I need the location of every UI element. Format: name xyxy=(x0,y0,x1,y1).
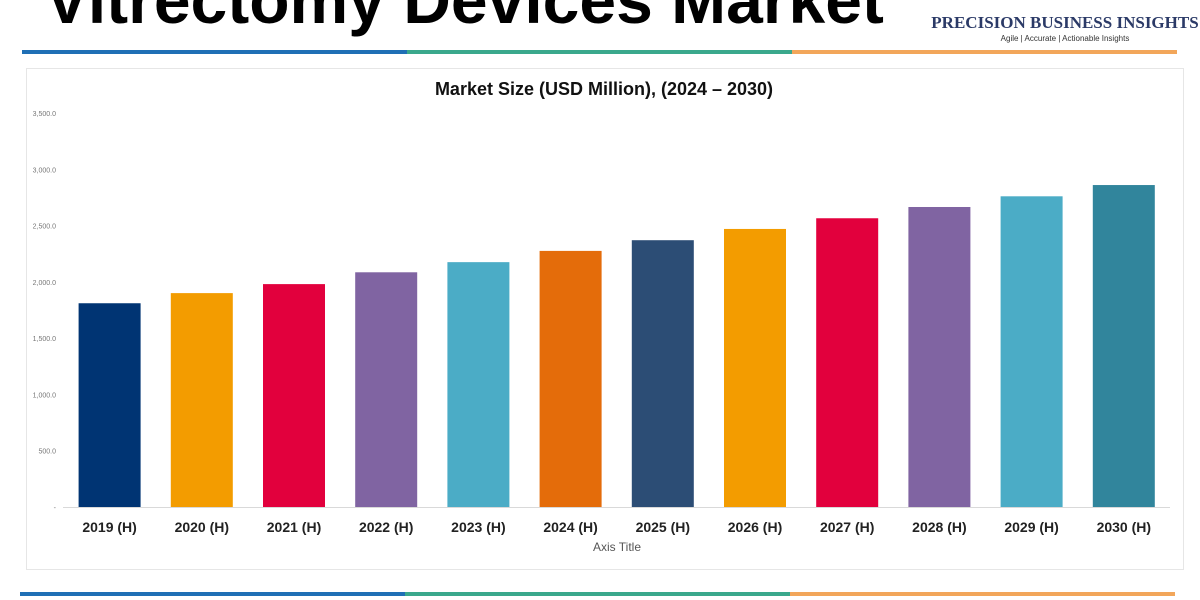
bottom-stripe-left xyxy=(20,592,405,596)
x-tick-label: 2020 (H) xyxy=(175,519,229,535)
x-tick-label: 2027 (H) xyxy=(820,519,874,535)
x-tick-label: 2030 (H) xyxy=(1097,519,1151,535)
bar-2023 xyxy=(447,262,510,507)
logo: PRECISION BUSINESS INSIGHTS Agile | Accu… xyxy=(930,0,1200,48)
bar-2021 xyxy=(263,284,325,507)
y-tick-label: - xyxy=(54,505,57,512)
top-stripe-right xyxy=(792,50,1177,54)
bar-2030 xyxy=(1092,185,1155,507)
x-tick-label: 2022 (H) xyxy=(359,519,413,535)
bar-2024 xyxy=(539,250,602,507)
x-axis-title: Axis Title xyxy=(593,540,641,554)
y-tick-label: 1,500.0 xyxy=(33,336,56,343)
bar-2029 xyxy=(1000,196,1063,507)
bar-2028 xyxy=(908,206,971,508)
y-tick-label: 1,000.0 xyxy=(33,392,56,399)
bottom-stripe-mid xyxy=(405,592,790,596)
x-tick-label: 2025 (H) xyxy=(636,519,690,535)
logo-tagline: Agile | Accurate | Actionable Insights xyxy=(1000,34,1130,43)
y-tick-label: 2,500.0 xyxy=(33,224,56,231)
x-tick-label: 2024 (H) xyxy=(543,519,597,535)
x-tick-label: 2028 (H) xyxy=(912,519,966,535)
chart-title: Market Size (USD Million), (2024 – 2030) xyxy=(435,79,773,99)
y-tick-label: 500.0 xyxy=(38,449,56,456)
bar-2022 xyxy=(355,272,418,507)
bottom-stripe-right xyxy=(790,592,1175,596)
y-tick-label: 2,000.0 xyxy=(33,280,56,287)
bar-2026 xyxy=(724,228,786,507)
x-tick-label: 2026 (H) xyxy=(728,519,782,535)
bar-2027 xyxy=(816,218,879,508)
logo-name: PRECISION BUSINESS INSIGHTS xyxy=(931,13,1199,32)
top-stripe-mid xyxy=(407,50,792,54)
bar-2019 xyxy=(78,303,141,507)
page-title: Vitrectomy Devices Market xyxy=(45,0,884,37)
x-tick-label: 2019 (H) xyxy=(82,519,136,535)
chart-area xyxy=(26,68,1184,570)
bar-2025 xyxy=(631,240,694,507)
x-tick-label: 2021 (H) xyxy=(267,519,321,535)
x-tick-label: 2023 (H) xyxy=(451,519,505,535)
x-tick-label: 2029 (H) xyxy=(1004,519,1058,535)
top-stripe-left xyxy=(22,50,407,54)
y-tick-label: 3,000.0 xyxy=(33,167,56,174)
bar-2020 xyxy=(170,293,233,507)
y-tick-label: 3,500.0 xyxy=(33,111,56,118)
